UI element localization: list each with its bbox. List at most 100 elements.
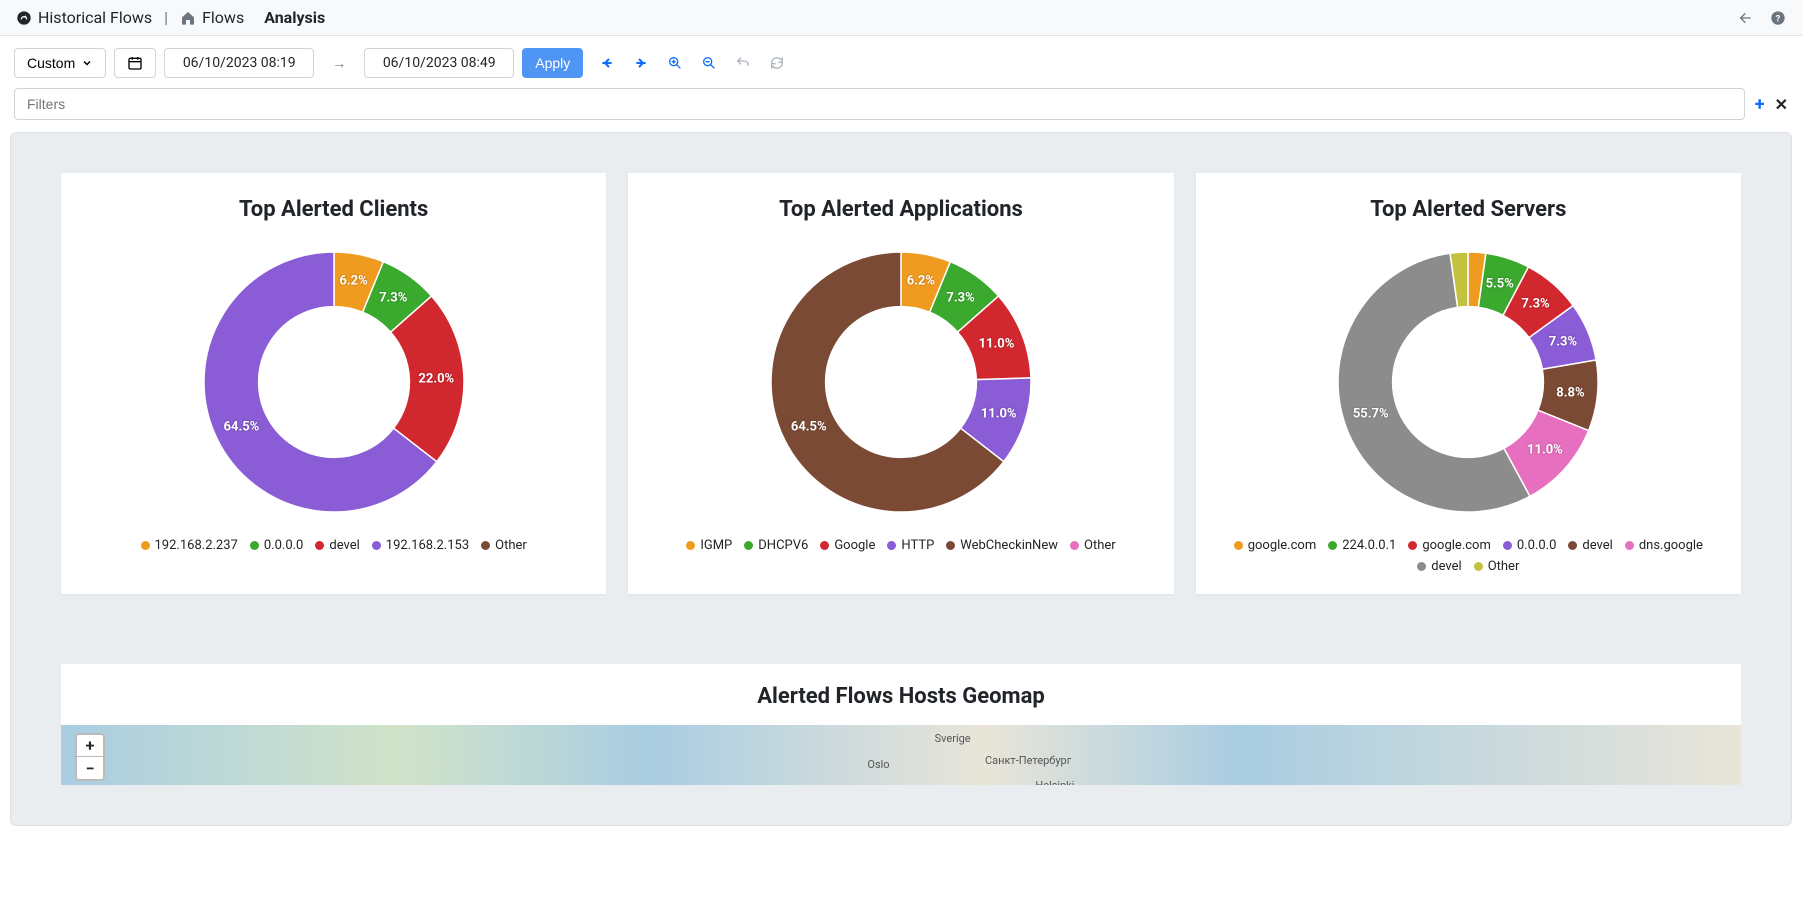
apply-button[interactable]: Apply	[522, 48, 583, 78]
breadcrumb-flows[interactable]: Flows	[202, 8, 244, 27]
range-mode-select[interactable]: Custom	[14, 48, 106, 78]
donut-slice-label: 7.3%	[379, 291, 407, 306]
chart-legend: google.com 224.0.0.1 google.com 0.0.0.0 deve…	[1212, 538, 1725, 574]
legend-item[interactable]: Other	[481, 538, 527, 553]
breadcrumb-analysis: Analysis	[264, 8, 325, 27]
donut-slice-label: 5.5%	[1486, 277, 1514, 292]
chart-title: Top Alerted Applications	[779, 197, 1023, 222]
zoom-in-icon[interactable]	[667, 55, 683, 71]
map-city-label: Helsinki	[1035, 779, 1074, 785]
map-city-label: Sverige	[935, 732, 971, 745]
legend-dot-icon	[887, 541, 896, 550]
donut-slice-label: 7.3%	[946, 291, 974, 306]
legend-label: 192.168.2.153	[386, 538, 469, 553]
donut-slice-label: 22.0%	[418, 371, 454, 386]
legend-label: Other	[495, 538, 527, 553]
donut-cards-row: Top Alerted Clients 6.2% 7.3% 22.0% 64.5% 192…	[61, 173, 1741, 594]
breadcrumb-historical[interactable]: Historical Flows	[38, 8, 152, 27]
legend-dot-icon	[1568, 541, 1577, 550]
legend-item[interactable]: DHCPV6	[744, 538, 808, 553]
calendar-button[interactable]	[114, 48, 156, 78]
legend-item[interactable]: 0.0.0.0	[250, 538, 304, 553]
legend-item[interactable]: Other	[1070, 538, 1116, 553]
legend-label: IGMP	[700, 538, 732, 553]
legend-label: 0.0.0.0	[1517, 538, 1557, 553]
legend-item[interactable]: IGMP	[686, 538, 732, 553]
step-back-icon[interactable]	[599, 55, 615, 71]
donut-slice-label: 6.2%	[339, 274, 367, 289]
legend-item[interactable]: 0.0.0.0	[1503, 538, 1557, 553]
legend-item[interactable]: dns.google	[1625, 538, 1703, 553]
topbar-actions: ?	[1738, 10, 1786, 26]
add-filter-button[interactable]: +	[1755, 94, 1765, 115]
date-to-input[interactable]: 06/10/2023 08:49	[364, 48, 514, 78]
refresh-icon[interactable]	[769, 55, 785, 71]
legend-dot-icon	[141, 541, 150, 550]
donut-chart: 6.2%7.3%22.0%64.5%	[184, 232, 484, 532]
home-icon[interactable]	[180, 10, 196, 26]
legend-label: Google	[834, 538, 875, 553]
filters-input[interactable]	[14, 88, 1745, 120]
chart-title: Top Alerted Clients	[239, 197, 428, 222]
donut-slice-label: 11.0%	[979, 337, 1015, 352]
geomap-title: Alerted Flows Hosts Geomap	[61, 684, 1741, 709]
map-city-label: Санкт-Петербург	[985, 754, 1071, 767]
legend-item[interactable]: google.com	[1234, 538, 1317, 553]
legend-item[interactable]: 224.0.0.1	[1328, 538, 1396, 553]
undo-icon[interactable]	[735, 55, 751, 71]
legend-dot-icon	[1503, 541, 1512, 550]
legend-dot-icon	[820, 541, 829, 550]
donut-slice-label: 11.0%	[1527, 443, 1563, 458]
legend-dot-icon	[1417, 562, 1426, 571]
legend-item[interactable]: devel	[1417, 559, 1461, 574]
geomap-area[interactable]: + − Sverige Oslo Helsinki Санкт-Петербург	[61, 725, 1741, 785]
legend-item[interactable]: 192.168.2.153	[372, 538, 469, 553]
chart-legend: 192.168.2.237 0.0.0.0 devel 192.168.2.153 Ot…	[141, 538, 527, 553]
date-range-arrow-icon: →	[322, 49, 356, 78]
dashboard-icon[interactable]	[16, 10, 32, 26]
map-zoom-in-button[interactable]: +	[77, 735, 103, 757]
legend-label: 224.0.0.1	[1342, 538, 1396, 553]
legend-label: DHCPV6	[758, 538, 808, 553]
legend-label: google.com	[1422, 538, 1491, 553]
legend-label: google.com	[1248, 538, 1317, 553]
legend-dot-icon	[686, 541, 695, 550]
legend-dot-icon	[315, 541, 324, 550]
help-icon[interactable]: ?	[1770, 10, 1786, 26]
legend-label: 0.0.0.0	[264, 538, 304, 553]
legend-item[interactable]: 192.168.2.237	[141, 538, 238, 553]
legend-item[interactable]: WebCheckinNew	[946, 538, 1058, 553]
legend-label: Other	[1084, 538, 1116, 553]
clear-filters-button[interactable]: ✕	[1775, 95, 1788, 114]
geomap-card: Alerted Flows Hosts Geomap + − Sverige Os…	[61, 664, 1741, 785]
chart-legend: IGMP DHCPV6 Google HTTP WebCheckinNew Other	[686, 538, 1115, 553]
legend-label: HTTP	[901, 538, 934, 553]
legend-item[interactable]: devel	[1568, 538, 1612, 553]
donut-slice-label: 64.5%	[791, 420, 827, 435]
legend-dot-icon	[1328, 541, 1337, 550]
legend-dot-icon	[1474, 562, 1483, 571]
legend-dot-icon	[250, 541, 259, 550]
step-forward-icon[interactable]	[633, 55, 649, 71]
zoom-out-icon[interactable]	[701, 55, 717, 71]
legend-item[interactable]: google.com	[1408, 538, 1491, 553]
legend-dot-icon	[481, 541, 490, 550]
svg-text:?: ?	[1776, 13, 1781, 24]
breadcrumb-separator: |	[164, 8, 168, 27]
legend-item[interactable]: Other	[1474, 559, 1520, 574]
legend-label: dns.google	[1639, 538, 1703, 553]
legend-item[interactable]: HTTP	[887, 538, 934, 553]
date-from-input[interactable]: 06/10/2023 08:19	[164, 48, 314, 78]
map-city-label: Oslo	[867, 758, 889, 771]
map-zoom-out-button[interactable]: −	[77, 757, 103, 779]
legend-dot-icon	[744, 541, 753, 550]
back-arrow-icon[interactable]	[1738, 10, 1754, 26]
legend-dot-icon	[946, 541, 955, 550]
legend-item[interactable]: Google	[820, 538, 875, 553]
donut-slice-label: 11.0%	[981, 406, 1017, 421]
donut-slice-label: 7.3%	[1549, 335, 1577, 350]
top-bar: Historical Flows | Flows Analysis ?	[0, 0, 1802, 36]
donut-card: Top Alerted Applications6.2%7.3%11.0%11.…	[628, 173, 1173, 594]
legend-item[interactable]: devel	[315, 538, 359, 553]
donut-chart: 5.5%7.3%7.3%8.8%11.0%55.7%	[1318, 232, 1618, 532]
